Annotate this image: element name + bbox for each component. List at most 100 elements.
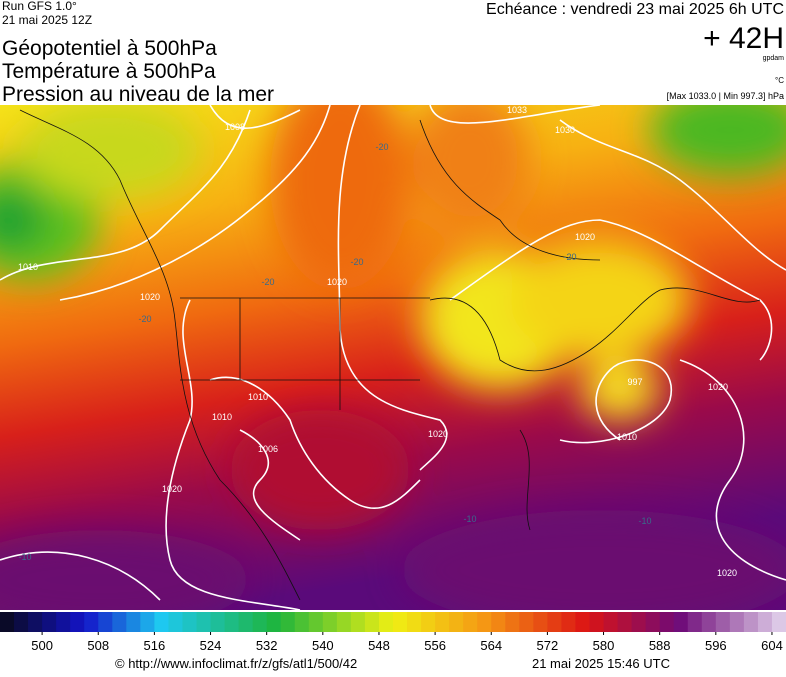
colorbar-cell [757,612,773,632]
colorbar-cell [561,612,576,632]
title-line: Pression au niveau de la mer [2,83,274,106]
colorbar-cell [645,612,661,632]
run-label: Run GFS 1.0° [2,0,77,13]
colorbar-cell [743,612,759,632]
lead-time: + 42H [703,22,784,55]
colorbar-tick-label: 516 [144,638,166,653]
colorbar-cell [477,612,492,632]
colorbar-cell [519,612,534,632]
contour-label: -20 [138,314,151,324]
colorbar-cell [238,612,254,632]
colorbar-tick-label: 572 [537,638,559,653]
title-line: Température à 500hPa [2,60,216,83]
colorbar-cell [771,612,786,632]
colorbar-cell [491,612,506,632]
unit-geo: gpdam [763,55,785,62]
colorbar-cell [14,612,29,632]
colorbar-cell [42,612,57,632]
colorbar-cell [182,612,197,632]
footer-source: © http://www.infoclimat.fr/z/gfs/atl1/50… [115,656,357,671]
colorbar-cell [533,612,548,632]
colorbar-cell [210,612,226,632]
colorbar-tick-label: 556 [424,638,446,653]
colorbar-cell [631,612,647,632]
colorbar-cell [224,612,240,632]
colorbar-cell [729,612,745,632]
colorbar-cell [603,612,619,632]
map [0,105,786,610]
colorbar-cell [322,612,338,632]
colorbar-cell [112,612,127,632]
contour-label: -10 [463,514,476,524]
colorbar-cell [336,612,352,632]
contour-label: -20 [563,252,576,262]
colorbar-cell [98,612,113,632]
contour-label: 1010 [617,432,637,442]
colorbar-cell [435,612,450,632]
colorbar-cell [308,612,324,632]
colorbar-cell [617,612,633,632]
run-date: 21 mai 2025 12Z [2,13,92,27]
contour-label: -10 [18,552,31,562]
colorbar-tick-label: 508 [87,638,109,653]
colorbar-cell [266,612,282,632]
contour-label: 997 [627,377,642,387]
contour-label: 1020 [428,429,448,439]
footer-date: 21 mai 2025 15:46 UTC [532,656,670,671]
colorbar-cell [280,612,296,632]
colorbar-cell [56,612,71,632]
colorbar-cell [421,612,436,632]
header: Run GFS 1.0° 21 mai 2025 12Z Géopotentie… [2,0,784,106]
contour-label: -10 [638,516,651,526]
colorbar-tick-label: 532 [256,638,278,653]
colorbar-cell [0,612,15,632]
contour-label: 1020 [327,277,347,287]
contour-label: 1033 [507,105,527,115]
colorbar-cell [28,612,43,632]
colorbar-cell [687,612,703,632]
colorbar-tick-label: 596 [705,638,727,653]
colorbar-cell [252,612,268,632]
colorbar-tick-label: 548 [368,638,390,653]
contour-label: -20 [375,142,388,152]
contour-label: 1010 [212,412,232,422]
colorbar-cell [378,612,394,632]
contour-label: 1020 [140,292,160,302]
colorbar-cell [449,612,464,632]
contour-label: 1010 [248,392,268,402]
colorbar-cell [701,612,717,632]
colorbar-tick-label: 564 [480,638,502,653]
colorbar-cell [407,612,422,632]
contour-label: -20 [350,257,363,267]
colorbar-cell [364,612,380,632]
contour-label: 1008 [225,122,245,132]
colorbar-cell [196,612,212,632]
colorbar-cell [168,612,183,632]
colorbar-tick-label: 500 [31,638,53,653]
contour-label: -20 [261,277,274,287]
colorbar-cell [84,612,99,632]
contour-label: 1006 [258,444,278,454]
colorbar-cell [393,612,408,632]
unit-temp: °C [775,76,784,85]
contour-label: 1020 [717,568,737,578]
pressure-range: [Max 1033.0 | Min 997.3] hPa [667,91,784,101]
colorbar-cell [575,612,590,632]
contour-label: 1020 [162,484,182,494]
contour-label: 1020 [575,232,595,242]
colorbar-tick-label: 588 [649,638,671,653]
colorbar-cell [715,612,731,632]
colorbar-cell [463,612,478,632]
colorbar-cell [547,612,562,632]
colorbar-tick-label: 604 [761,638,783,653]
colorbar-cell [294,612,310,632]
colorbar-cell [659,612,675,632]
colorbar-cell [140,612,155,632]
colorbar-cell [154,612,169,632]
contour-label: 1030 [555,125,575,135]
colorbar-cell [126,612,141,632]
contour-label: 1010 [18,262,38,272]
colorbar-cell [70,612,85,632]
valid-time: Echéance : vendredi 23 mai 2025 6h UTC [486,1,784,18]
